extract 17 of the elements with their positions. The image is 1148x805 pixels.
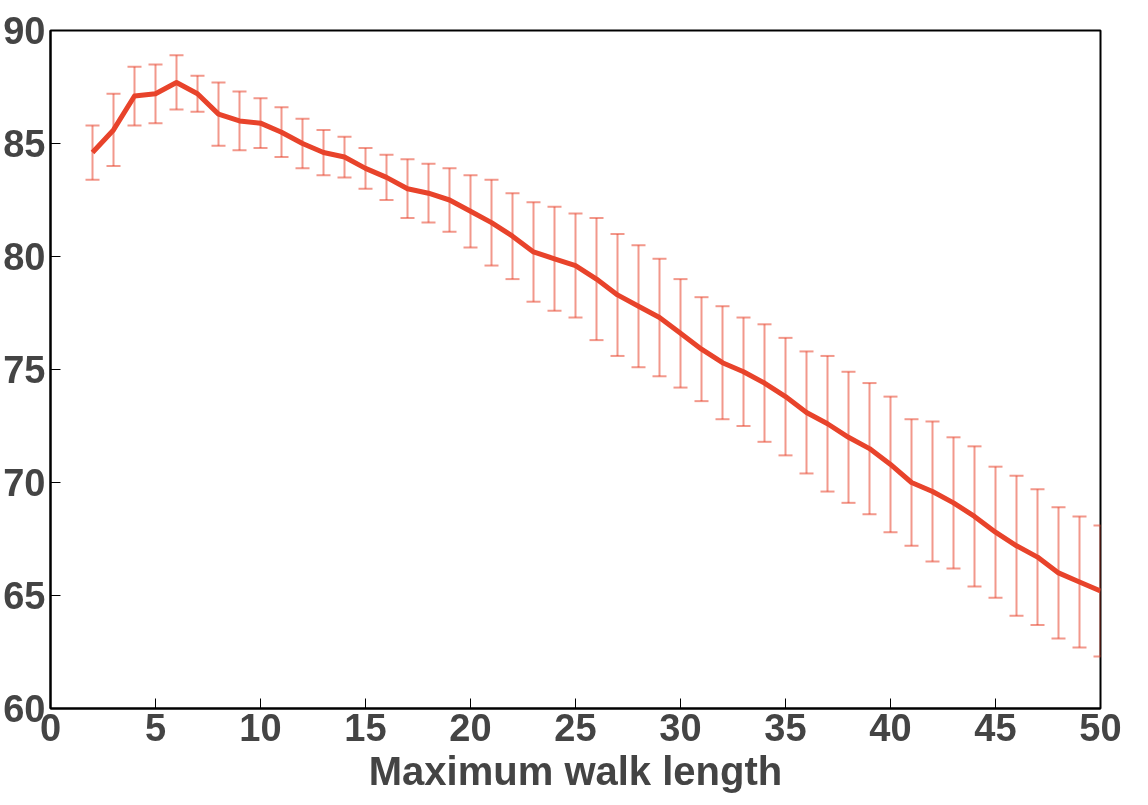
- y-tick-label: 85: [3, 123, 46, 165]
- y-tick-label: 70: [3, 462, 46, 504]
- x-tick-label: 45: [974, 706, 1017, 749]
- x-tick-label: 30: [659, 706, 702, 749]
- y-tick-label: 90: [3, 10, 46, 52]
- x-tick-label: 50: [1079, 706, 1122, 749]
- x-tick-label: 20: [449, 706, 492, 749]
- x-tick-label: 5: [144, 706, 167, 749]
- x-tick-label: 40: [869, 706, 912, 749]
- x-tick-label: 10: [239, 706, 282, 749]
- x-tick-label: 35: [764, 706, 807, 749]
- x-axis-title: Maximum walk length: [368, 748, 783, 793]
- x-tick-label: 25: [554, 706, 597, 749]
- y-tick-label: 75: [3, 349, 46, 391]
- y-tick-label: 65: [3, 575, 46, 617]
- y-tick-label: 80: [3, 236, 46, 278]
- x-tick-label: 15: [344, 706, 387, 749]
